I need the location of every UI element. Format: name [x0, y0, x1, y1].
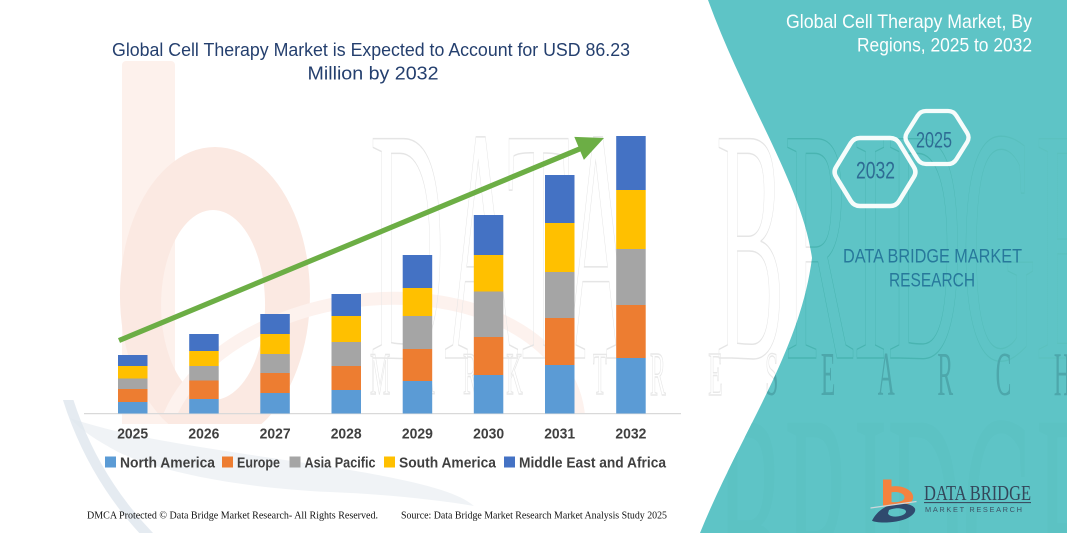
svg-text:RESEARCH: RESEARCH [889, 271, 975, 292]
svg-text:MARKET RESEARCH: MARKET RESEARCH [925, 505, 1025, 514]
svg-text:2027: 2027 [260, 426, 291, 443]
svg-text:DATA BRIDGE MARKET: DATA BRIDGE MARKET [843, 247, 1022, 268]
svg-text:2032: 2032 [615, 426, 646, 443]
svg-text:2032: 2032 [856, 157, 895, 184]
svg-text:Global Cell Therapy Market is: Global Cell Therapy Market is Expected t… [112, 39, 630, 60]
svg-text:2028: 2028 [331, 426, 362, 443]
svg-text:2029: 2029 [402, 426, 433, 443]
svg-text:South America: South America [399, 455, 497, 472]
svg-text:Regions, 2025 to 2032: Regions, 2025 to 2032 [857, 35, 1032, 57]
svg-text:Million by 2032: Million by 2032 [308, 63, 439, 84]
svg-text:North America: North America [120, 455, 216, 472]
svg-text:2025: 2025 [117, 426, 148, 443]
svg-text:2026: 2026 [188, 426, 219, 443]
svg-text:2030: 2030 [473, 426, 504, 443]
svg-text:2031: 2031 [544, 426, 575, 443]
svg-text:DATA BRIDGE: DATA BRIDGE [924, 481, 1031, 505]
svg-text:Asia Pacific: Asia Pacific [305, 455, 376, 472]
svg-text:Global Cell Therapy Market, By: Global Cell Therapy Market, By [786, 11, 1032, 33]
svg-text:Source: Data Bridge Market Res: Source: Data Bridge Market Research Mark… [401, 510, 667, 522]
svg-text:2025: 2025 [916, 128, 952, 153]
svg-text:Middle East and Africa: Middle East and Africa [519, 455, 667, 472]
svg-text:Europe: Europe [237, 455, 280, 472]
svg-text:DMCA Protected © Data Bridge M: DMCA Protected © Data Bridge Market Rese… [87, 510, 378, 522]
